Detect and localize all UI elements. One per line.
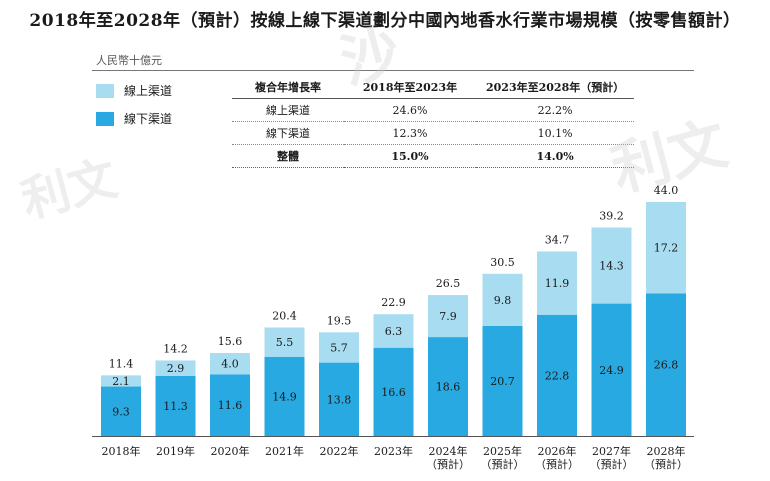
legend-item-online: 線上渠道	[96, 82, 172, 99]
cagr-cell: 整體	[232, 144, 344, 168]
data-label-offline: 16.6	[381, 386, 406, 399]
bar-segment-offline	[210, 374, 250, 436]
data-label-online: 2.9	[167, 362, 185, 375]
x-tick-label: （預計）	[644, 457, 688, 471]
bar-segment-offline	[319, 362, 359, 436]
cagr-cell: 22.2%	[476, 98, 635, 122]
bar-segment-online	[264, 327, 305, 357]
bar-segment-online	[155, 360, 196, 376]
x-tick-label: 2018年	[102, 444, 141, 458]
cagr-cell: 10.1%	[476, 121, 635, 145]
chart-title: 2018年至2028年（預計）按線上線下渠道劃分中國內地香水行業市場規模（按零售…	[29, 11, 741, 31]
data-label-online: 5.7	[330, 341, 348, 354]
data-label-online: 6.3	[385, 325, 403, 338]
bar-segment-online	[591, 227, 632, 304]
x-tick-label: （預計）	[426, 457, 470, 471]
bar-segment-offline	[591, 303, 632, 436]
cagr-cell: 14.0%	[476, 144, 635, 168]
legend-item-offline: 線下渠道	[96, 110, 172, 127]
x-tick-label: （預計）	[535, 457, 579, 471]
bar-segment-offline	[373, 347, 414, 436]
x-tick-label: 2022年	[320, 444, 359, 458]
bar-segment-offline	[537, 314, 577, 436]
legend-swatch-offline	[96, 111, 114, 126]
x-tick-label: 2021年	[265, 444, 304, 458]
bar-segment-offline	[482, 325, 523, 436]
bar-segment-online	[210, 353, 250, 375]
unit-label: 人民幣十億元	[96, 54, 162, 67]
legend-label-offline: 線下渠道	[124, 112, 173, 126]
data-label-total: 15.6	[218, 335, 243, 348]
data-label-offline: 14.9	[272, 390, 297, 403]
x-tick-label: 2020年	[211, 444, 250, 458]
cagr-header: 2023年至2028年（預計）	[476, 76, 635, 99]
cagr-row-online: 線上渠道 24.6% 22.2%	[232, 98, 635, 122]
bar-segment-online	[101, 375, 141, 387]
data-label-offline: 24.9	[599, 364, 624, 377]
data-label-offline: 18.6	[436, 381, 461, 394]
legend-label-online: 線上渠道	[124, 84, 173, 98]
data-label-online: 17.2	[654, 242, 679, 255]
x-tick-label: 2024年	[429, 444, 468, 458]
data-label-offline: 11.3	[163, 400, 188, 413]
cagr-cell: 12.3%	[344, 121, 476, 145]
bar-segment-online	[646, 202, 686, 294]
data-label-total: 22.9	[381, 296, 406, 309]
data-label-online: 5.5	[276, 336, 294, 349]
cagr-cell: 線下渠道	[232, 121, 344, 145]
bar-segment-offline	[101, 386, 141, 436]
bar-segment-offline	[155, 375, 196, 436]
data-label-total: 19.5	[327, 314, 352, 327]
x-tick-label: 2023年	[374, 444, 413, 458]
data-label-offline: 22.8	[545, 369, 570, 382]
data-label-total: 26.5	[436, 277, 461, 290]
data-label-total: 39.2	[599, 210, 624, 223]
x-tick-label: 2027年	[592, 444, 631, 458]
data-label-total: 44.0	[654, 184, 679, 197]
data-label-online: 4.0	[221, 358, 239, 371]
data-label-offline: 20.7	[490, 375, 515, 388]
unit-divider	[92, 70, 694, 71]
data-label-total: 34.7	[545, 233, 570, 246]
cagr-cell: 線上渠道	[232, 98, 344, 122]
cagr-row-offline: 線下渠道 12.3% 10.1%	[232, 121, 635, 145]
x-tick-label: （預計）	[481, 457, 525, 471]
data-label-online: 7.9	[439, 310, 457, 323]
data-label-offline: 13.8	[327, 393, 352, 406]
cagr-header-row: 複合年增長率 2018年至2023年 2023年至2028年（預計）	[232, 76, 635, 99]
x-tick-label: 2026年	[538, 444, 577, 458]
bar-segment-online	[482, 273, 523, 326]
cagr-cell: 24.6%	[344, 98, 476, 122]
cagr-cell: 15.0%	[344, 144, 476, 168]
x-tick-label: 2025年	[483, 444, 522, 458]
data-label-offline: 9.3	[112, 405, 130, 418]
bar-segment-online	[373, 314, 414, 348]
data-label-offline: 11.6	[218, 399, 243, 412]
bar-segment-offline	[428, 337, 468, 436]
data-label-total: 30.5	[490, 256, 515, 269]
cagr-header: 2018年至2023年	[344, 76, 476, 99]
data-label-total: 11.4	[109, 357, 134, 370]
data-label-total: 14.2	[163, 342, 188, 355]
x-tick-label: （預計）	[590, 457, 634, 471]
legend-swatch-online	[96, 83, 114, 98]
data-label-online: 2.1	[112, 375, 130, 388]
cagr-table: 複合年增長率 2018年至2023年 2023年至2028年（預計） 線上渠道 …	[232, 76, 635, 168]
bar-segment-online	[537, 251, 577, 315]
cagr-row-total: 整體 15.0% 14.0%	[232, 144, 635, 168]
x-tick-label: 2028年	[647, 444, 686, 458]
bar-segment-offline	[264, 356, 305, 436]
x-tick-label: 2019年	[156, 444, 195, 458]
bar-segment-online	[428, 295, 468, 338]
bar-segment-online	[319, 332, 359, 363]
data-label-online: 9.8	[494, 294, 512, 307]
data-label-online: 11.9	[545, 277, 570, 290]
cagr-header: 複合年增長率	[232, 76, 344, 99]
data-label-total: 20.4	[272, 310, 297, 323]
data-label-online: 14.3	[599, 260, 624, 273]
data-label-offline: 26.8	[654, 359, 679, 372]
bar-segment-offline	[646, 293, 686, 436]
